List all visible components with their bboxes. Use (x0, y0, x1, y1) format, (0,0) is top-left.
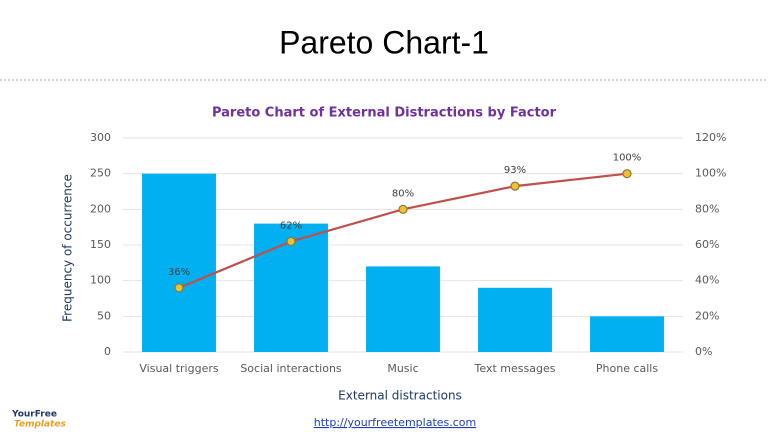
y-tick-label: 150 (90, 238, 111, 251)
y-tick-label: 200 (90, 202, 111, 215)
y-axis-label: Frequency of occurrence (61, 174, 75, 322)
chart-title: Pareto Chart of External Distractions by… (212, 106, 557, 121)
bar (478, 287, 552, 352)
y2-tick-label: 100% (695, 167, 726, 180)
x-tick-label: Phone calls (596, 362, 658, 375)
line-marker (174, 283, 184, 293)
y2-tick-label: 40% (695, 274, 719, 287)
y-tick-label: 50 (97, 309, 111, 322)
data-label: 100% (613, 153, 642, 164)
url-link[interactable]: http://yourfreetemplates.com (314, 416, 477, 429)
line-marker (398, 204, 408, 214)
x-axis-label: External distractions (338, 389, 462, 403)
y2-tick-label: 0% (695, 345, 712, 358)
y-tick-label: 250 (90, 167, 111, 180)
x-tick-label: Text messages (474, 362, 556, 375)
slide-title: Pareto Chart-1 (279, 24, 489, 60)
bar (142, 173, 216, 352)
y2-tick-label: 80% (695, 202, 719, 215)
y-tick-label: 300 (90, 131, 111, 144)
line-marker (622, 169, 632, 179)
y2-tick-label: 20% (695, 309, 719, 322)
line-marker (286, 236, 296, 247)
logo-bottom: Templates (14, 420, 66, 430)
bar (366, 266, 440, 352)
y-tick-label: 0 (104, 345, 111, 358)
x-tick-label: Music (387, 362, 418, 375)
y2-tick-label: 60% (695, 238, 719, 251)
data-label: 93% (504, 165, 526, 176)
x-tick-label: Social interactions (240, 362, 342, 375)
data-label: 80% (392, 188, 414, 199)
logo-top: YourFree (11, 410, 57, 420)
bar (590, 316, 664, 352)
data-label: 36% (168, 267, 190, 278)
data-label: 62% (280, 220, 302, 231)
line-marker (510, 181, 520, 191)
y2-tick-label: 120% (695, 131, 726, 144)
x-tick-label: Visual triggers (139, 362, 218, 375)
y-tick-label: 100 (90, 274, 111, 287)
